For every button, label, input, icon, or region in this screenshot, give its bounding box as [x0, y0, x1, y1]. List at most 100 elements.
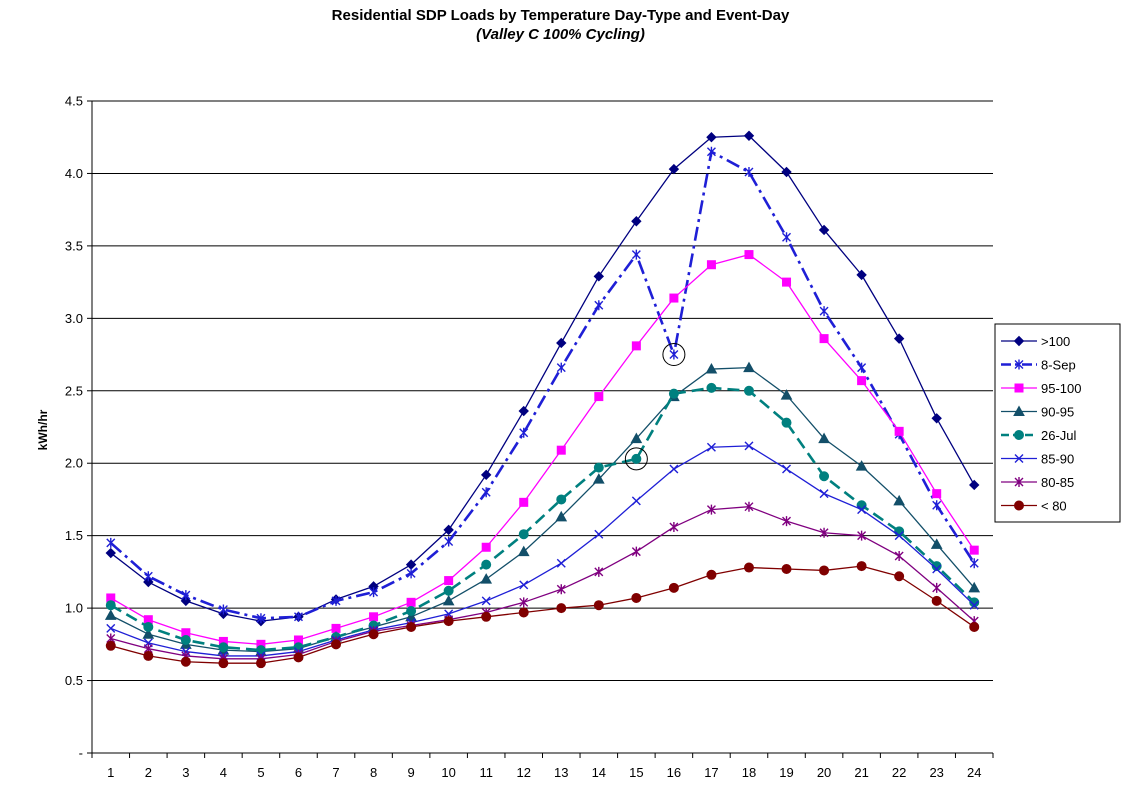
data-point [556, 603, 567, 614]
data-point [255, 658, 266, 669]
data-point [857, 376, 867, 386]
data-point [369, 612, 379, 622]
x-tick-label: 4 [220, 765, 227, 780]
data-point [443, 585, 454, 596]
data-point [143, 621, 154, 632]
data-point [969, 545, 979, 555]
y-tick-label: 4.5 [65, 94, 83, 109]
data-point [406, 568, 416, 579]
legend-entry: 8-Sep [1001, 358, 1076, 373]
series-line [109, 150, 976, 620]
data-point [443, 524, 454, 536]
x-tick-label: 19 [779, 765, 793, 780]
data-point [969, 479, 980, 491]
x-tick-label: 12 [516, 765, 530, 780]
data-point [931, 595, 942, 606]
data-point [293, 652, 304, 663]
data-point [857, 362, 867, 373]
data-point [969, 600, 979, 610]
y-tick-labels: - 0.5 1.0 1.5 2.0 2.5 3.0 3.5 4.0 4.5 [65, 94, 83, 761]
data-point [218, 658, 229, 669]
data-point [743, 562, 754, 573]
legend-entry: < 80 [1001, 499, 1067, 514]
x-tick-label: 10 [441, 765, 455, 780]
x-tick-label: 13 [554, 765, 568, 780]
data-point [218, 642, 229, 653]
legend-entry: 80-85 [1001, 475, 1074, 490]
y-tick-label: 1.5 [65, 528, 83, 543]
x-tick-label: 20 [817, 765, 831, 780]
data-point [556, 445, 566, 455]
data-point [518, 529, 529, 540]
data-point [744, 501, 754, 512]
data-point [481, 611, 492, 622]
legend-marker [1014, 477, 1024, 487]
legend-label: 8-Sep [1041, 358, 1076, 373]
data-point [593, 600, 604, 611]
series-group [104, 130, 981, 669]
legend-entry: 95-100 [1001, 381, 1081, 396]
data-point [143, 576, 154, 588]
data-point [443, 616, 454, 627]
data-point [669, 521, 679, 532]
data-point [293, 611, 303, 622]
data-point [668, 582, 679, 593]
data-point [631, 249, 641, 260]
data-point [556, 337, 567, 349]
data-point [893, 333, 905, 344]
legend-entry: 26-Jul [1001, 428, 1077, 443]
data-point [819, 527, 829, 538]
legend-label: < 80 [1041, 499, 1067, 514]
x-tick-label: 24 [967, 765, 981, 780]
series-4 [105, 382, 980, 656]
data-point [180, 634, 191, 645]
data-point [781, 166, 792, 178]
data-point [218, 604, 228, 615]
y-axis-label: kWh/hr [36, 409, 50, 450]
y-tick-label: 4.0 [65, 166, 83, 181]
data-point [630, 432, 643, 444]
data-point [668, 388, 679, 399]
data-point [819, 565, 830, 576]
x-tick-label: 1 [107, 765, 114, 780]
data-point [105, 640, 116, 651]
legend-marker [1013, 335, 1025, 347]
gridlines [92, 100, 993, 682]
data-point [969, 597, 980, 608]
data-point [406, 606, 417, 617]
x-tick-label: 11 [479, 765, 493, 780]
data-point [819, 471, 830, 482]
data-point [931, 413, 942, 424]
data-point [592, 473, 605, 484]
data-point [631, 216, 642, 227]
legend-marker [1013, 405, 1025, 416]
data-point [855, 460, 868, 471]
data-point [444, 536, 454, 547]
data-point [856, 269, 867, 281]
data-point [781, 417, 792, 428]
legend-entry: >100 [1001, 334, 1070, 349]
data-point [142, 628, 155, 639]
data-point [519, 497, 529, 507]
data-point [819, 334, 829, 344]
data-point [631, 341, 641, 351]
data-point [406, 621, 417, 632]
chart-title: Residential SDP Loads by Temperature Day… [331, 7, 790, 24]
legend-marker [1014, 383, 1024, 393]
legend-label: >100 [1041, 334, 1070, 349]
y-tick-label: 3.5 [65, 238, 83, 253]
data-point [442, 594, 455, 606]
data-point [481, 596, 491, 606]
data-point [631, 592, 642, 603]
data-point [706, 260, 716, 270]
series-2 [106, 250, 979, 649]
data-point [594, 300, 604, 311]
data-point [932, 582, 942, 593]
x-tick-labels: 1 2 3 4 5 6 7 8 9 10 11 12 13 14 15 16 17 18 19 20 21 22 23 24 [107, 765, 981, 780]
data-point [744, 250, 754, 260]
data-point [782, 516, 792, 527]
data-point [105, 600, 116, 611]
x-tick-label: 16 [667, 765, 681, 780]
x-tick-label: 23 [929, 765, 943, 780]
